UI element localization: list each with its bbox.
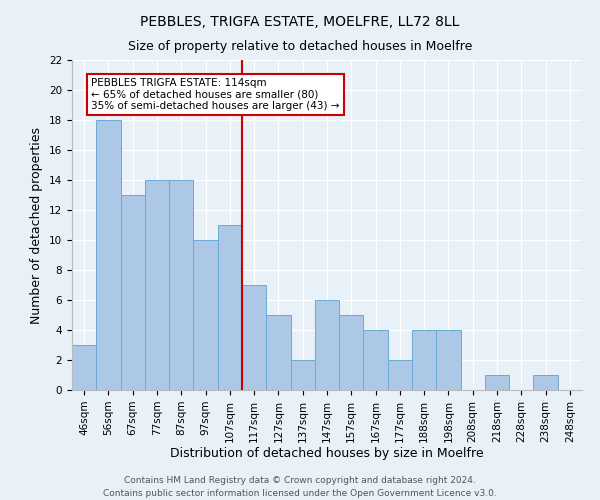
X-axis label: Distribution of detached houses by size in Moelfre: Distribution of detached houses by size … xyxy=(170,448,484,460)
Bar xyxy=(533,375,558,390)
Text: PEBBLES TRIGFA ESTATE: 114sqm
← 65% of detached houses are smaller (80)
35% of s: PEBBLES TRIGFA ESTATE: 114sqm ← 65% of d… xyxy=(91,78,340,111)
Bar xyxy=(145,180,169,390)
Bar xyxy=(388,360,412,390)
Bar xyxy=(266,315,290,390)
Bar xyxy=(121,195,145,390)
Bar xyxy=(242,285,266,390)
Bar xyxy=(169,180,193,390)
Bar xyxy=(364,330,388,390)
Text: Contains HM Land Registry data © Crown copyright and database right 2024.
Contai: Contains HM Land Registry data © Crown c… xyxy=(103,476,497,498)
Y-axis label: Number of detached properties: Number of detached properties xyxy=(31,126,43,324)
Text: PEBBLES, TRIGFA ESTATE, MOELFRE, LL72 8LL: PEBBLES, TRIGFA ESTATE, MOELFRE, LL72 8L… xyxy=(140,15,460,29)
Bar xyxy=(290,360,315,390)
Bar xyxy=(339,315,364,390)
Text: Size of property relative to detached houses in Moelfre: Size of property relative to detached ho… xyxy=(128,40,472,53)
Bar xyxy=(96,120,121,390)
Bar xyxy=(436,330,461,390)
Bar xyxy=(315,300,339,390)
Bar xyxy=(218,225,242,390)
Bar xyxy=(193,240,218,390)
Bar xyxy=(412,330,436,390)
Bar xyxy=(485,375,509,390)
Bar xyxy=(72,345,96,390)
